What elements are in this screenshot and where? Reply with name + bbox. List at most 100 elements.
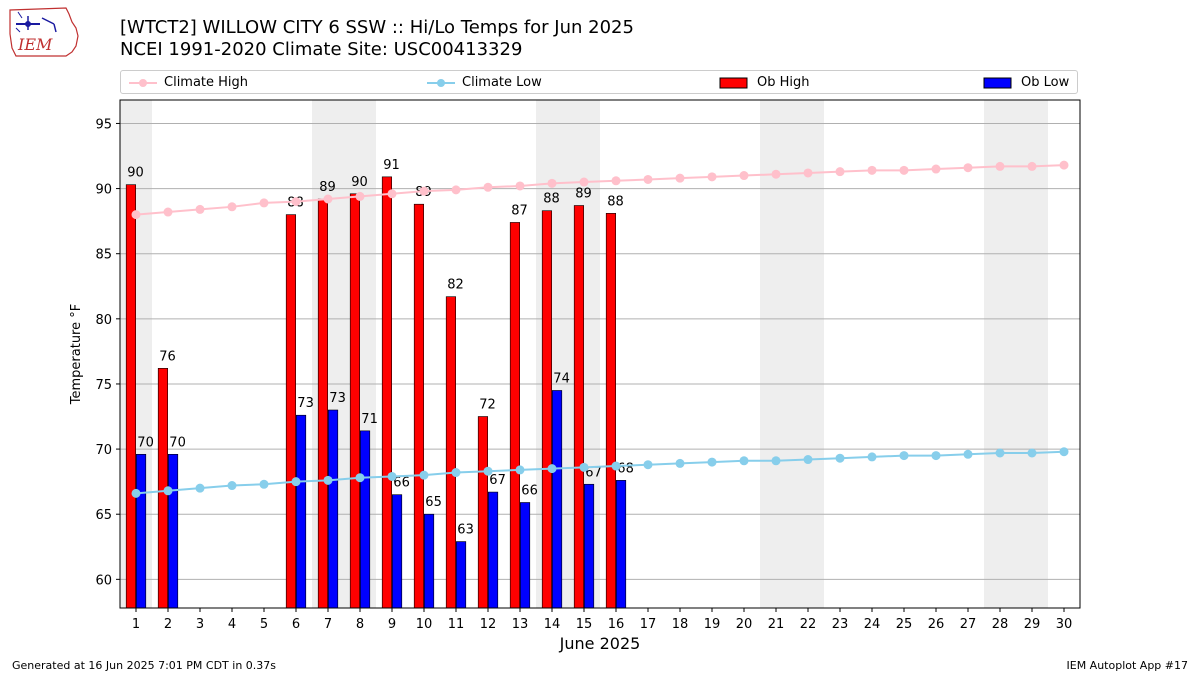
iem-logo: IEM [9, 7, 79, 57]
ob-low-data-label: 66 [393, 476, 410, 491]
x-tick-label: 30 [1056, 617, 1073, 632]
x-tick-label: 26 [928, 617, 945, 632]
climate-low-line [135, 450, 1065, 495]
climate-low-point [995, 448, 1005, 458]
weekend-band [760, 100, 792, 608]
climate-high-point [835, 167, 845, 177]
ob-low-bar [359, 430, 371, 609]
ob-high-data-label: 89 [575, 187, 592, 202]
climate-low-point [419, 470, 429, 480]
ob-low-bar [391, 494, 403, 609]
x-axis-label: June 2025 [559, 634, 641, 653]
climate-low-point [259, 479, 269, 489]
climate-high-point [131, 210, 141, 220]
climate-low-point [579, 462, 589, 472]
generated-footer: Generated at 16 Jun 2025 7:01 PM CDT in … [12, 659, 277, 672]
ob-high-data-label: 72 [479, 398, 496, 413]
climate-high-point [643, 174, 653, 184]
climate-low-point [387, 471, 397, 481]
climate-high-point [995, 161, 1005, 171]
ob-low-data-label: 65 [425, 495, 442, 510]
climate-low-point [355, 473, 365, 483]
climate-high-point [579, 177, 589, 187]
x-tick-label: 9 [388, 617, 396, 632]
y-tick-label: 80 [95, 313, 112, 328]
climate-low-point [771, 456, 781, 466]
x-tick-label: 4 [228, 617, 236, 632]
climate-low-point [931, 451, 941, 461]
ob-high-bar [317, 198, 329, 609]
y-tick-label: 70 [95, 443, 112, 458]
x-tick-label: 10 [416, 617, 433, 632]
x-tick-label: 13 [512, 617, 529, 632]
climate-high-point [739, 171, 749, 181]
ob-low-bar [615, 480, 627, 609]
x-tick-label: 18 [672, 617, 689, 632]
ob-high-data-label: 76 [159, 349, 176, 364]
x-tick-label: 12 [480, 617, 497, 632]
ob-low-bar [423, 513, 435, 609]
climate-high-point [771, 169, 781, 179]
plot-frame [119, 99, 1081, 609]
x-tick-label: 2 [164, 617, 172, 632]
x-tick-label: 15 [576, 617, 593, 632]
y-tick-label: 60 [95, 573, 112, 588]
x-tick-label: 28 [992, 617, 1009, 632]
climate-high-point [515, 181, 525, 191]
x-tick-label: 25 [896, 617, 913, 632]
climate-low-point [611, 461, 621, 471]
x-tick-label: 27 [960, 617, 977, 632]
climate-low-point [483, 466, 493, 476]
y-tick-label: 85 [95, 248, 112, 263]
climate-low-point [899, 451, 909, 461]
climate-low-point [675, 458, 685, 468]
chart-subtitle: NCEI 1991-2020 Climate Site: USC00413329 [120, 39, 523, 60]
ob-low-swatch [983, 77, 1012, 89]
climate-high-point [483, 182, 493, 192]
weekend-band [120, 100, 152, 608]
x-tick-label: 8 [356, 617, 364, 632]
ob-high-bar [381, 176, 393, 609]
chart-legend: Climate High Climate Low Ob High Ob Low [120, 70, 1078, 94]
ob-low-data-label: 70 [137, 435, 154, 450]
climate-low-point [291, 477, 301, 487]
climate-high-point [195, 204, 205, 214]
climate-high-point [419, 186, 429, 196]
climate-low-point [643, 460, 653, 470]
climate-low-point [1027, 448, 1037, 458]
ob-low-data-label: 70 [169, 435, 186, 450]
climate-low-point [835, 453, 845, 463]
app-footer: IEM Autoplot App #17 [1066, 659, 1189, 672]
climate-high-point [547, 178, 557, 188]
ob-high-data-label: 90 [351, 175, 368, 190]
ob-high-bar [285, 214, 297, 609]
ob-low-data-label: 74 [553, 371, 570, 386]
climate-high-point [675, 173, 685, 183]
weekend-band [1016, 100, 1048, 608]
ob-high-bar [125, 184, 136, 609]
climate-low-point [131, 488, 141, 498]
climate-high-point [355, 191, 365, 201]
x-tick-label: 3 [196, 617, 204, 632]
x-tick-label: 11 [448, 617, 465, 632]
climate-high-point [1059, 160, 1069, 170]
ob-high-bar [605, 213, 617, 609]
y-tick-label: 95 [95, 117, 112, 132]
x-tick-label: 19 [704, 617, 721, 632]
climate-low-point [163, 486, 173, 496]
y-tick-label: 90 [95, 183, 112, 198]
ob-high-bar [573, 205, 585, 609]
climate-high-point [451, 185, 461, 195]
x-tick-label: 6 [292, 617, 300, 632]
weather-station-icon [15, 11, 57, 33]
ob-high-bar [445, 296, 457, 609]
climate-low-point [515, 465, 525, 475]
ob-low-bar [168, 453, 179, 609]
ob-high-data-label: 82 [447, 278, 464, 293]
ob-high-bar [541, 210, 553, 609]
ob-low-data-label: 63 [457, 523, 474, 538]
logo-text: IEM [17, 35, 53, 54]
climate-low-point [867, 452, 877, 462]
climate-low-point [1059, 447, 1069, 457]
